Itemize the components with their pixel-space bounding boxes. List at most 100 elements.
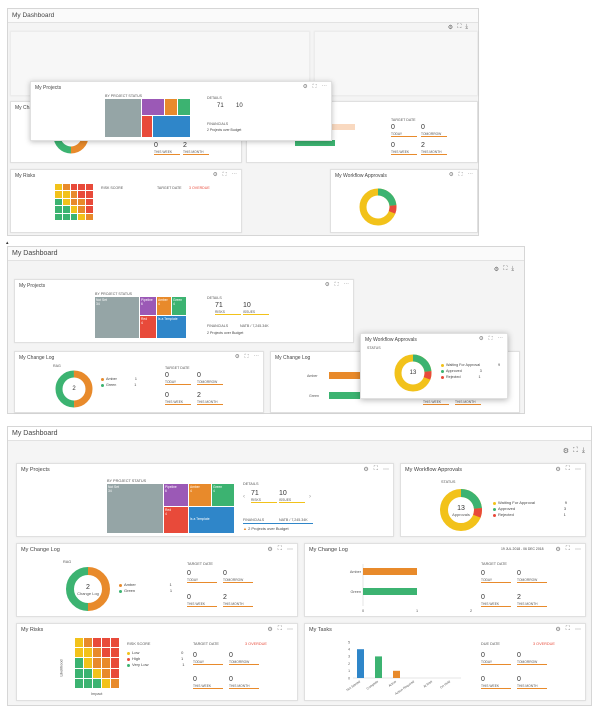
- bar-active[interactable]: [393, 670, 400, 678]
- fullscreen-icon[interactable]: ⛶: [572, 447, 578, 454]
- heatmap-cell[interactable]: [62, 184, 70, 191]
- tile-template[interactable]: [153, 116, 190, 137]
- more-icon[interactable]: ⋯: [231, 172, 238, 178]
- tile-pipeline[interactable]: Pipeline 6: [164, 484, 188, 506]
- download-icon[interactable]: ⤓: [511, 266, 514, 272]
- cell-value[interactable]: 0: [481, 570, 485, 577]
- settings-icon[interactable]: ⚙: [555, 627, 561, 633]
- more-icon[interactable]: ⋯: [575, 547, 581, 553]
- fullscreen-icon[interactable]: ⛶: [488, 336, 493, 342]
- settings-icon[interactable]: ⚙: [234, 354, 240, 360]
- heatmap-cell[interactable]: [75, 658, 83, 668]
- settings-icon[interactable]: ⚙: [447, 25, 454, 31]
- more-icon[interactable]: ⋯: [343, 282, 350, 288]
- heatmap-cell[interactable]: [70, 206, 78, 213]
- workflow-widget-dragging[interactable]: My Workflow Approvals ⚙ ⛶ ⋯ STATUS 13 Wait…: [360, 333, 508, 399]
- heatmap-cell[interactable]: [75, 668, 83, 678]
- overdue-label[interactable]: 3 OVERDUE: [245, 642, 267, 646]
- more-icon[interactable]: ⋯: [253, 354, 260, 360]
- more-icon[interactable]: ⋯: [321, 84, 328, 90]
- bar-green[interactable]: [329, 392, 375, 399]
- fullscreen-icon[interactable]: ⛶: [565, 626, 570, 632]
- heatmap-cell[interactable]: [78, 198, 86, 206]
- cell-value[interactable]: 0: [229, 652, 233, 659]
- heatmap-cell[interactable]: [111, 678, 119, 688]
- settings-icon[interactable]: ⚙: [363, 467, 369, 473]
- heatmap-cell[interactable]: [86, 213, 93, 220]
- next-arrow-icon[interactable]: ›: [309, 494, 311, 500]
- settings-icon[interactable]: ⚙: [562, 448, 569, 455]
- fullscreen-icon[interactable]: ⛶: [277, 546, 282, 552]
- heatmap-cell[interactable]: [111, 648, 119, 658]
- settings-icon[interactable]: ⚙: [212, 172, 218, 178]
- tile-red[interactable]: [142, 116, 152, 137]
- heatmap-cell[interactable]: [102, 638, 110, 648]
- settings-icon[interactable]: ⚙: [478, 336, 484, 342]
- heatmap-cell[interactable]: [86, 198, 93, 206]
- cell-value[interactable]: 0: [481, 652, 485, 659]
- approvals-donut[interactable]: 13 Approvals: [437, 486, 485, 534]
- heatmap-cell[interactable]: [55, 191, 62, 198]
- tile-green[interactable]: Green 4: [212, 484, 234, 506]
- heatmap-cell[interactable]: [93, 638, 101, 648]
- heatmap-cell[interactable]: [84, 658, 92, 668]
- more-icon[interactable]: ⋯: [287, 627, 293, 633]
- heatmap-cell[interactable]: [62, 191, 70, 198]
- tile-pipeline[interactable]: [142, 99, 164, 115]
- settings-icon[interactable]: ⚙: [493, 267, 500, 273]
- heatmap-cell[interactable]: [93, 658, 101, 668]
- tile-amber[interactable]: Amber 4: [189, 484, 211, 506]
- heatmap-cell[interactable]: [70, 191, 78, 198]
- heatmap-cell[interactable]: [62, 213, 70, 220]
- heatmap-cell[interactable]: [93, 668, 101, 678]
- fullscreen-icon[interactable]: ⛶: [312, 84, 317, 90]
- fullscreen-icon[interactable]: ⛶: [503, 266, 508, 272]
- heatmap-cell[interactable]: [111, 668, 119, 678]
- heatmap-cell[interactable]: [102, 668, 110, 678]
- heatmap-cell[interactable]: [70, 213, 78, 220]
- fullscreen-icon[interactable]: ⛶: [244, 354, 249, 360]
- cell-value[interactable]: 0: [187, 594, 191, 601]
- heatmap-cell[interactable]: [62, 206, 70, 213]
- cell-value[interactable]: 2: [223, 594, 227, 601]
- fullscreen-icon[interactable]: ⛶: [222, 172, 227, 178]
- more-icon[interactable]: ⋯: [575, 467, 581, 473]
- projects-widget-dragging[interactable]: My Projects ⚙ ⛶ ⋯ BY PROJECT STATUS DETAIL…: [30, 81, 332, 141]
- tile-template[interactable]: Is a Template: [157, 316, 186, 338]
- cell-value[interactable]: 0: [481, 594, 485, 601]
- more-icon[interactable]: ⋯: [575, 627, 581, 633]
- cell-value[interactable]: 0: [193, 676, 197, 683]
- fullscreen-icon[interactable]: ⛶: [565, 546, 570, 552]
- heatmap-cell[interactable]: [78, 191, 86, 198]
- fullscreen-icon[interactable]: ⛶: [565, 466, 570, 472]
- tile-not-set[interactable]: Not Set 34: [95, 297, 139, 338]
- heatmap-cell[interactable]: [86, 191, 93, 198]
- heatmap-cell[interactable]: [70, 184, 78, 191]
- settings-icon[interactable]: ⚙: [302, 84, 308, 90]
- tile-green[interactable]: [178, 99, 190, 115]
- heatmap-cell[interactable]: [75, 638, 83, 648]
- settings-icon[interactable]: ⚙: [555, 467, 561, 473]
- heatmap-cell[interactable]: [93, 648, 101, 658]
- heatmap-cell[interactable]: [84, 648, 92, 658]
- tile-red[interactable]: Red 4: [140, 316, 156, 338]
- heatmap-cell[interactable]: [93, 678, 101, 688]
- download-icon[interactable]: ⤓: [581, 447, 585, 454]
- cell-value[interactable]: 0: [223, 570, 227, 577]
- heatmap-cell[interactable]: [78, 184, 86, 191]
- rag-donut[interactable]: 2 Change Log: [63, 564, 113, 614]
- settings-icon[interactable]: ⚙: [267, 627, 273, 633]
- heatmap-cell[interactable]: [75, 648, 83, 658]
- heatmap-cell[interactable]: [78, 213, 86, 220]
- heatmap-cell[interactable]: [55, 206, 62, 213]
- tile-not-set[interactable]: [105, 99, 141, 137]
- tile-amber[interactable]: [165, 99, 177, 115]
- cell-value[interactable]: 0: [481, 676, 485, 683]
- overdue-label[interactable]: 3 OVERDUE: [533, 642, 555, 646]
- heatmap-cell[interactable]: [111, 658, 119, 668]
- settings-icon[interactable]: ⚙: [448, 172, 454, 178]
- tile-pipeline[interactable]: Pipeline 6: [140, 297, 156, 315]
- bar-complete[interactable]: [375, 656, 382, 678]
- settings-icon[interactable]: ⚙: [555, 547, 561, 553]
- fullscreen-icon[interactable]: ⛶: [277, 626, 282, 632]
